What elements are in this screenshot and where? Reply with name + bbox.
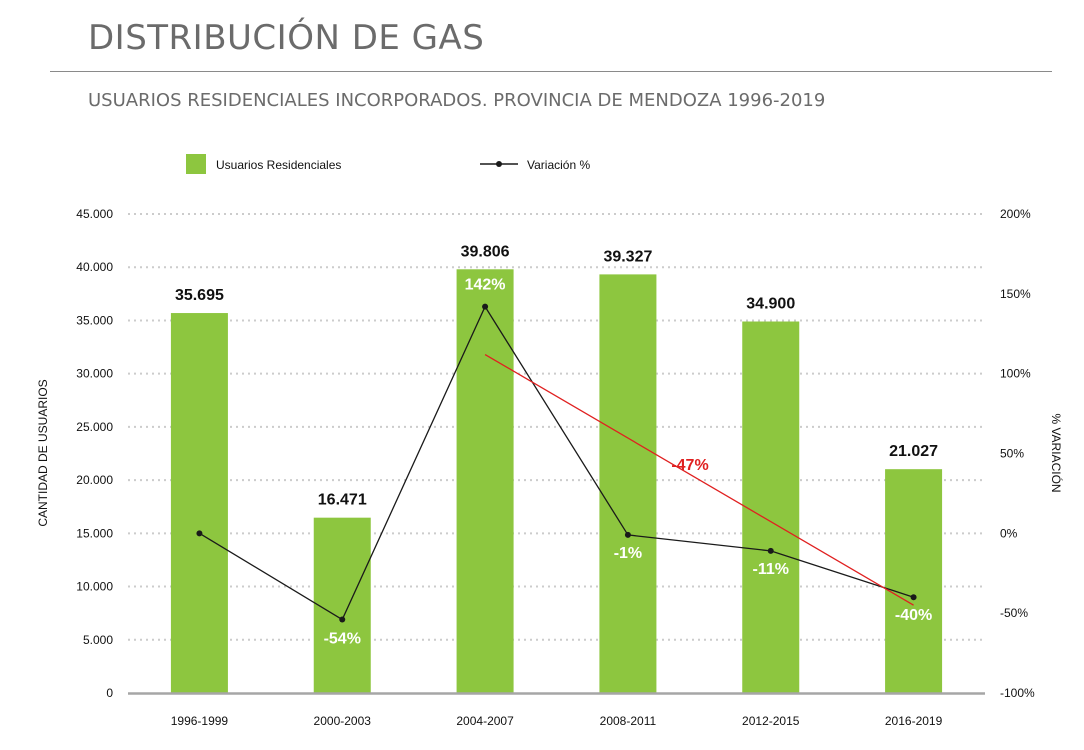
- variation-point: [624, 531, 631, 538]
- y2-tick-label: -100%: [1000, 686, 1035, 700]
- legend-line-label: Variación %: [527, 158, 590, 172]
- y2-tick-label: 200%: [1000, 207, 1031, 221]
- y-tick-label: 40.000: [76, 260, 113, 274]
- y2-tick-label: 150%: [1000, 287, 1031, 301]
- variation-line: [199, 305, 914, 621]
- page-title: DISTRIBUCIÓN DE GAS: [88, 18, 485, 58]
- variation-label: 142%: [465, 277, 506, 294]
- variation-label: -54%: [324, 631, 361, 648]
- variation-label: -11%: [753, 561, 789, 578]
- page-subtitle: USUARIOS RESIDENCIALES INCORPORADOS. PRO…: [88, 90, 826, 111]
- y-tick-label: 10.000: [76, 580, 113, 594]
- variation-point: [339, 616, 346, 623]
- legend-bar-label: Usuarios Residenciales: [216, 158, 341, 172]
- label-layer: 35.695 16.471 39.806 39.327 34.900 21.027 -47%…: [175, 243, 938, 647]
- bar: [456, 269, 514, 693]
- bar-layer: [170, 269, 943, 693]
- y-tick-label: 20.000: [76, 473, 113, 487]
- variation-point: [196, 530, 203, 537]
- y-tick-label: 45.000: [76, 207, 113, 221]
- y2-tick-label: -50%: [1000, 606, 1028, 620]
- legend-bar-swatch: [186, 154, 206, 174]
- variation-point: [910, 594, 917, 601]
- grid-layer: [128, 213, 985, 641]
- y2-tick-label: 100%: [1000, 367, 1031, 381]
- y2-tick-label: 0%: [1000, 526, 1018, 540]
- bar-value-label: 34.900: [746, 296, 795, 313]
- bar: [885, 469, 943, 693]
- bar-value-label: 35.695: [175, 287, 224, 304]
- y-axis-title: CANTIDAD DE USUARIOS: [36, 379, 50, 526]
- legend: Usuarios Residenciales Variación %: [186, 154, 590, 174]
- bar: [599, 274, 657, 693]
- bar-value-label: 16.471: [318, 492, 367, 509]
- x-tick-label: 2012-2015: [742, 714, 800, 728]
- x-tick-label: 2000-2003: [314, 714, 372, 728]
- bar-value-label: 21.027: [889, 443, 938, 460]
- y-tick-label: 15.000: [76, 526, 113, 540]
- variation-point: [767, 547, 774, 554]
- y-tick-label: 35.000: [76, 313, 113, 327]
- bar-value-label: 39.327: [603, 248, 652, 265]
- legend-line-marker: [496, 161, 502, 167]
- bar: [170, 313, 228, 693]
- x-tick-label: 2008-2011: [600, 714, 657, 728]
- y2-tick-label: 50%: [1000, 447, 1024, 461]
- y-tick-label: 25.000: [76, 420, 113, 434]
- variation-point: [482, 303, 489, 310]
- axis-layer: 0 5.000 10.000 15.000 20.000 25.000 30.000 35.0…: [76, 207, 1035, 728]
- line-layer: [196, 303, 917, 623]
- y-tick-label: 0: [106, 686, 113, 700]
- bar: [313, 517, 371, 693]
- x-tick-label: 2016-2019: [885, 714, 943, 728]
- trend-label: -47%: [671, 457, 708, 474]
- variation-label: -40%: [895, 607, 932, 624]
- x-tick-label: 2004-2007: [456, 714, 514, 728]
- bar: [742, 321, 800, 693]
- trend-line: [484, 353, 914, 606]
- bar-value-label: 39.806: [461, 243, 510, 260]
- variation-label: -1%: [614, 545, 642, 562]
- x-tick-label: 1996-1999: [171, 714, 229, 728]
- y-tick-label: 30.000: [76, 367, 113, 381]
- y2-axis-title: % VARIACIÓN: [1049, 413, 1064, 492]
- y-tick-label: 5.000: [83, 633, 113, 647]
- title-divider: [50, 71, 1052, 72]
